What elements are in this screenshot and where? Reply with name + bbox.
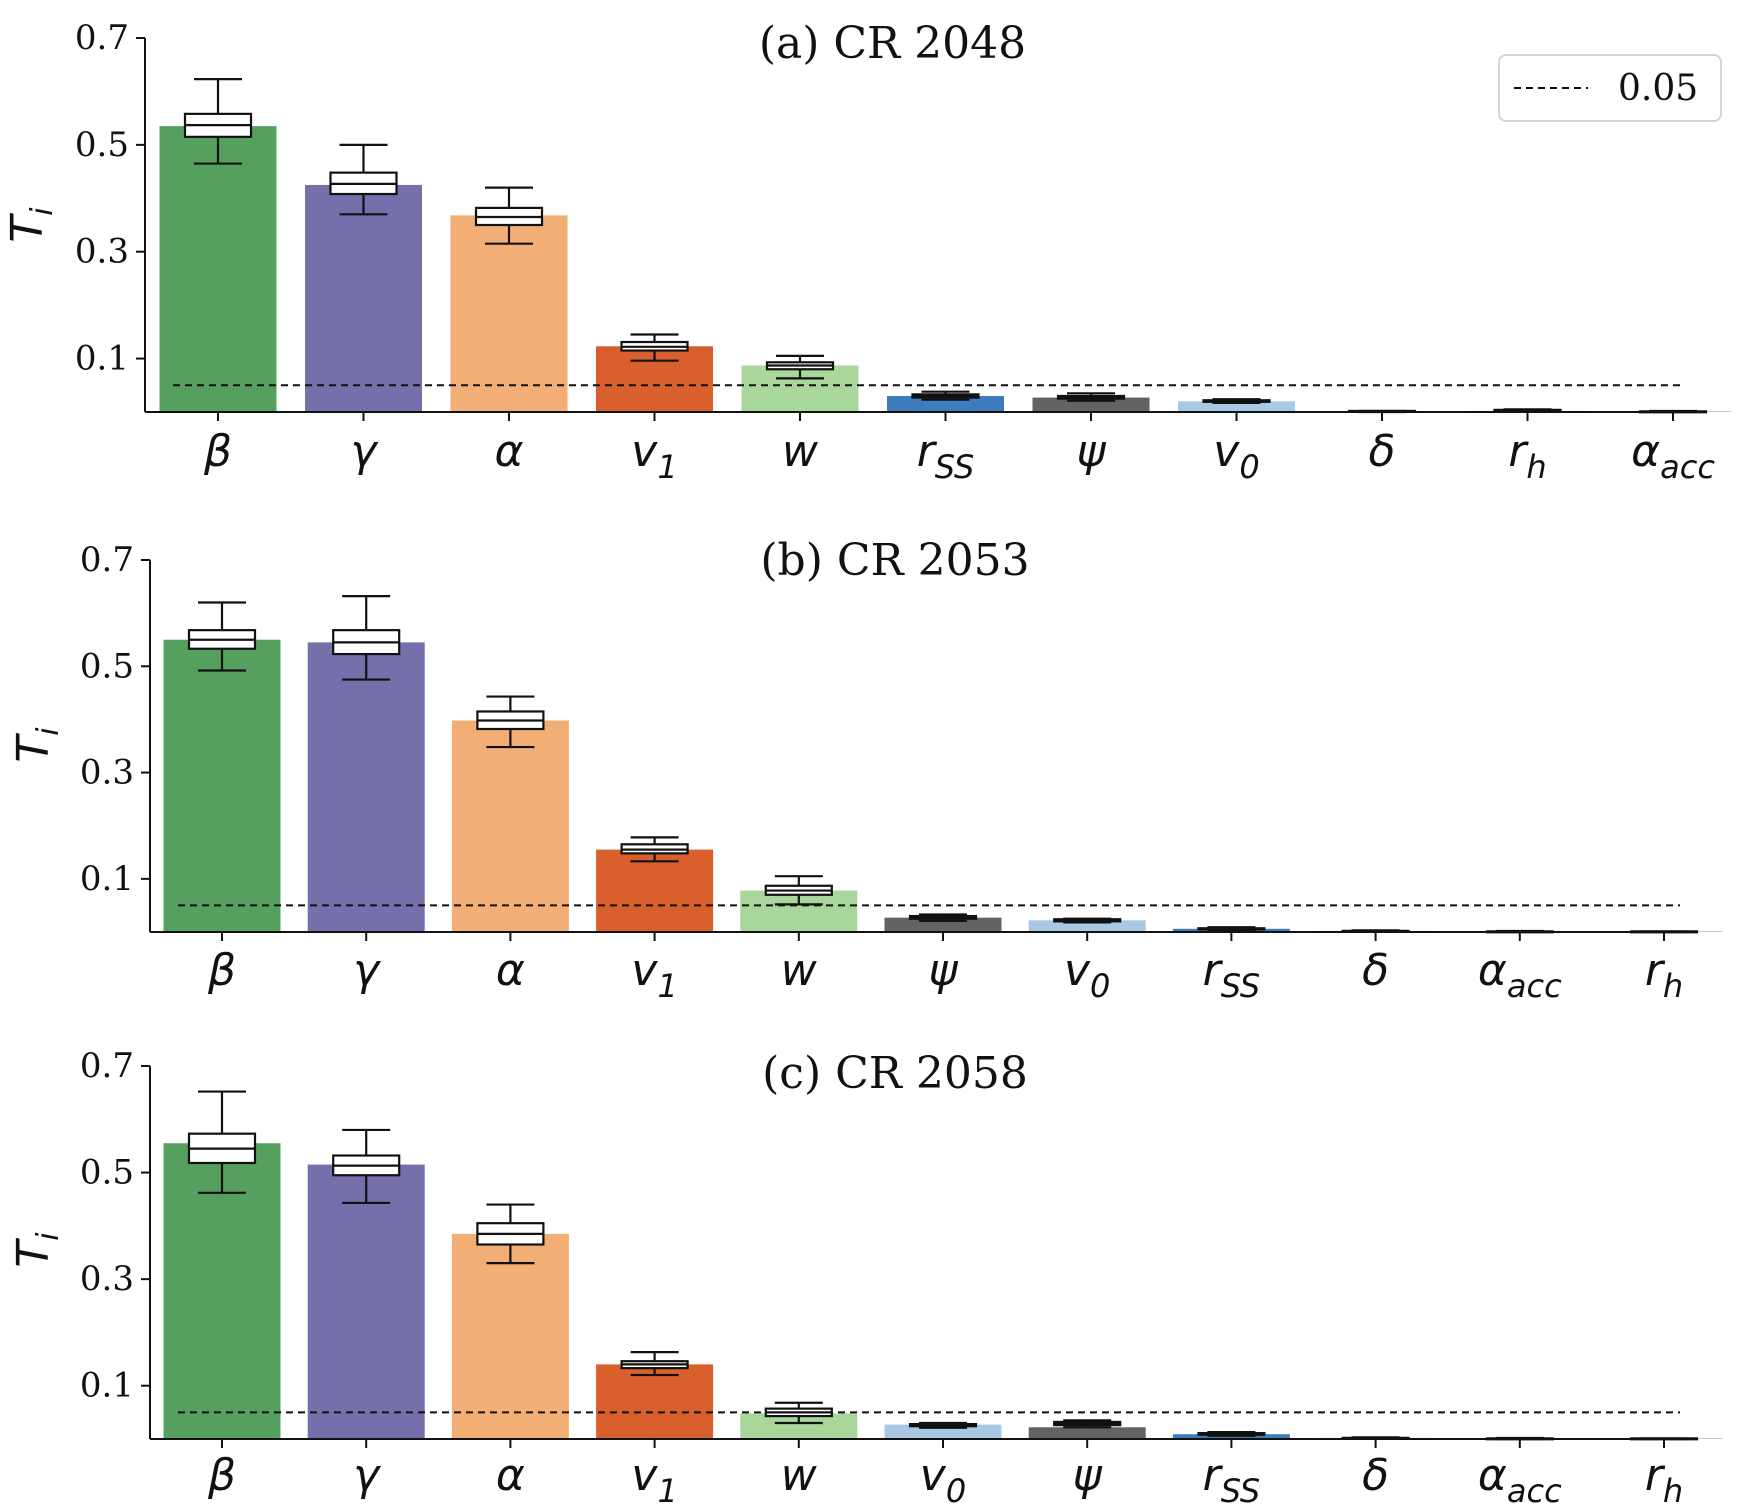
bar (307, 642, 425, 932)
boxplot (1053, 917, 1122, 924)
boxplot (1197, 1430, 1266, 1437)
x-tick-label: αacc (1478, 945, 1562, 1005)
bar (1178, 401, 1295, 412)
bar (451, 720, 569, 932)
bar (450, 215, 568, 412)
boxplot (764, 1401, 833, 1425)
x-tick-label: rh (1508, 426, 1546, 486)
boxplot (1056, 392, 1126, 402)
bar (596, 849, 714, 932)
y-tick-label: 0.3 (80, 1259, 134, 1299)
x-tick-label: ψ (1073, 1450, 1103, 1501)
bar (163, 639, 281, 932)
chart-title: (a) CR 2048 (759, 18, 1026, 69)
y-tick-label: 0.3 (80, 753, 134, 793)
x-tick-label: rSS (1203, 945, 1261, 1005)
y-tick-label: 0.5 (80, 646, 134, 686)
boxplot (332, 595, 401, 681)
x-tick-label: v0 (1213, 426, 1259, 486)
x-tick-label: γ (353, 1450, 381, 1501)
x-tick-label: rSS (917, 426, 975, 486)
boxplot (764, 875, 833, 906)
chart-title: (b) CR 2053 (760, 535, 1029, 586)
boxplot (474, 186, 544, 245)
x-tick-label: α (496, 1450, 525, 1501)
chart-title: (c) CR 2058 (762, 1048, 1028, 1099)
boxplot (908, 1421, 978, 1429)
y-axis-label: Ti (2, 207, 60, 243)
boxplot (332, 1128, 401, 1205)
x-tick-label: α (496, 945, 525, 996)
chart-panel-2: (b) CR 2053 Ti 0.1 0.3 0.5 0.7 β γ α v1 w ψ v0 rSS δ αa… (8, 535, 1723, 1005)
bar (159, 126, 277, 413)
x-tick-label: v0 (920, 1450, 966, 1510)
chart-panel-3: (c) CR 2058 Ti 0.1 0.3 0.5 0.7 β γ α v1 w v0 ψ rSS δ αa… (8, 1046, 1723, 1510)
x-tick-label: ψ (1076, 426, 1106, 477)
x-tick-label: rSS (1203, 1450, 1261, 1510)
x-tick-label: β (203, 426, 232, 477)
y-tick-label: 0.1 (80, 1366, 134, 1406)
y-tick-label: 0.5 (80, 1153, 134, 1193)
bar (887, 395, 1004, 412)
x-tick-label: β (207, 1450, 236, 1501)
boxplot (765, 354, 835, 380)
y-tick-label: 0.3 (75, 232, 129, 272)
bar (1032, 397, 1150, 412)
x-tick-label: γ (353, 945, 381, 996)
x-tick-label: v1 (631, 426, 677, 486)
x-tick-label: rh (1645, 945, 1683, 1005)
legend-frame (1498, 54, 1722, 122)
x-tick-label: αacc (1631, 426, 1715, 486)
x-tick-label: αacc (1478, 1450, 1562, 1510)
x-tick-label: δ (1369, 426, 1396, 477)
y-tick-label: 0.7 (80, 1046, 134, 1086)
boxplot (187, 601, 257, 672)
bar (305, 184, 422, 412)
y-axis-label: Ti (8, 727, 66, 763)
x-tick-label: δ (1362, 945, 1389, 996)
boxplot (1053, 1419, 1122, 1429)
y-tick-label: 0.7 (80, 540, 134, 580)
boxplot (476, 695, 545, 749)
x-tick-label: γ (350, 426, 378, 477)
bar (884, 917, 1002, 932)
bar (451, 1233, 569, 1439)
bar (1028, 1427, 1146, 1439)
y-tick-label: 0.1 (80, 859, 134, 899)
bar (1028, 920, 1146, 932)
y-tick-label: 0.1 (75, 339, 129, 379)
boxplot (620, 836, 689, 863)
boxplot (476, 1203, 545, 1265)
x-tick-label: v1 (631, 945, 677, 1005)
boxplot (187, 1090, 257, 1194)
boxplot (1197, 926, 1266, 932)
x-tick-label: β (207, 945, 236, 996)
bar (596, 1364, 714, 1439)
legend-label: 0.05 (1618, 68, 1698, 109)
y-axis-label: Ti (8, 1232, 66, 1268)
x-tick-label: w (781, 1450, 818, 1501)
bar (884, 1424, 1002, 1439)
x-tick-label: ψ (928, 945, 958, 996)
boxplot (620, 333, 689, 362)
boxplot (908, 913, 978, 922)
boxplot (329, 143, 398, 216)
chart-panel-1: (a) CR 2048 Ti 0.1 0.3 0.5 0.7 β γ α v1 w rSS ψ v0 δ rh… (2, 18, 1732, 486)
boxplot (620, 1351, 689, 1377)
x-tick-label: δ (1362, 1450, 1389, 1501)
x-tick-label: w (782, 426, 819, 477)
y-tick-label: 0.5 (75, 125, 129, 165)
legend: 0.05 (1498, 54, 1722, 122)
x-tick-label: rh (1645, 1450, 1683, 1510)
boxplot (1202, 398, 1271, 405)
x-tick-label: w (781, 945, 818, 996)
x-tick-label: v0 (1064, 945, 1110, 1005)
x-tick-label: α (494, 426, 523, 477)
bar (307, 1164, 425, 1439)
y-tick-label: 0.7 (75, 18, 129, 58)
boxplot (911, 390, 980, 401)
boxplot (183, 78, 253, 165)
x-tick-label: v1 (631, 1450, 677, 1510)
